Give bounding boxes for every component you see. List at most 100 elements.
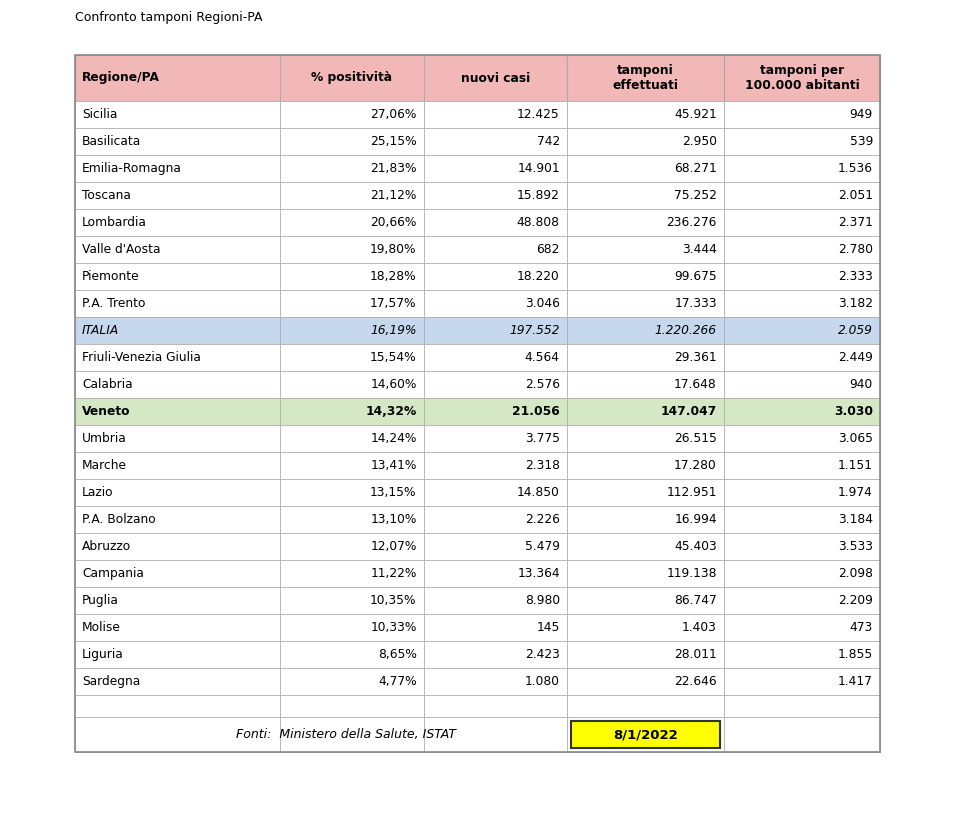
Bar [724, 506, 880, 533]
Text: Liguria: Liguria [82, 648, 123, 661]
Bar [280, 587, 424, 614]
Bar [567, 101, 724, 128]
Text: 45.921: 45.921 [674, 108, 717, 121]
Bar [567, 236, 724, 263]
Bar [280, 560, 424, 587]
Bar [75, 371, 280, 398]
Bar [424, 641, 567, 668]
Text: Emilia-Romagna: Emilia-Romagna [82, 162, 182, 175]
Text: 13,41%: 13,41% [370, 459, 417, 472]
Bar [424, 425, 567, 452]
Bar [567, 425, 724, 452]
Text: Abruzzo: Abruzzo [82, 540, 131, 553]
Bar [724, 155, 880, 182]
Bar [724, 263, 880, 290]
Bar [75, 533, 280, 560]
Text: 12.425: 12.425 [517, 108, 560, 121]
Bar [75, 101, 280, 128]
Text: 1.855: 1.855 [837, 648, 873, 661]
Bar [424, 506, 567, 533]
Bar [75, 641, 280, 668]
Text: 10,33%: 10,33% [370, 621, 417, 634]
Text: 75.252: 75.252 [674, 189, 717, 202]
Bar [424, 717, 567, 752]
Text: 3.184: 3.184 [838, 513, 873, 526]
Text: 1.536: 1.536 [838, 162, 873, 175]
Bar [75, 290, 280, 317]
Bar [567, 128, 724, 155]
Text: 29.361: 29.361 [674, 351, 717, 364]
Text: 21,83%: 21,83% [370, 162, 417, 175]
Text: 45.403: 45.403 [674, 540, 717, 553]
Bar [424, 317, 567, 344]
Bar [724, 560, 880, 587]
Bar [75, 452, 280, 479]
Bar [424, 290, 567, 317]
Bar [424, 128, 567, 155]
Bar [724, 425, 880, 452]
Bar [75, 560, 280, 587]
Text: 11,22%: 11,22% [370, 567, 417, 580]
Bar [424, 344, 567, 371]
Bar [567, 371, 724, 398]
Bar [280, 182, 424, 209]
Text: P.A. Bolzano: P.A. Bolzano [82, 513, 156, 526]
Bar [280, 209, 424, 236]
Text: 197.552: 197.552 [510, 324, 560, 337]
Text: Veneto: Veneto [82, 405, 131, 418]
Bar [724, 371, 880, 398]
Text: 19,80%: 19,80% [370, 243, 417, 256]
Bar [280, 695, 424, 717]
Bar [280, 641, 424, 668]
Text: 682: 682 [536, 243, 560, 256]
Bar [75, 717, 280, 752]
Text: 21.056: 21.056 [512, 405, 560, 418]
Text: 15,54%: 15,54% [370, 351, 417, 364]
Text: 3.775: 3.775 [525, 432, 560, 445]
Bar [280, 398, 424, 425]
Text: Piemonte: Piemonte [82, 270, 140, 283]
Bar [424, 209, 567, 236]
Bar [724, 101, 880, 128]
Bar [567, 533, 724, 560]
Bar [567, 695, 724, 717]
Bar [75, 344, 280, 371]
Text: Marche: Marche [82, 459, 127, 472]
Text: Sicilia: Sicilia [82, 108, 118, 121]
Text: 3.046: 3.046 [525, 297, 560, 310]
Bar [724, 398, 880, 425]
Text: 3.533: 3.533 [838, 540, 873, 553]
Text: 119.138: 119.138 [666, 567, 717, 580]
Bar [724, 317, 880, 344]
Text: 18,28%: 18,28% [370, 270, 417, 283]
Text: 1.220.266: 1.220.266 [655, 324, 717, 337]
Text: 2.423: 2.423 [525, 648, 560, 661]
Text: 3.182: 3.182 [838, 297, 873, 310]
Text: 147.047: 147.047 [661, 405, 717, 418]
Text: 16.994: 16.994 [674, 513, 717, 526]
Text: 2.576: 2.576 [525, 378, 560, 391]
Text: Lazio: Lazio [82, 486, 114, 499]
Text: 1.403: 1.403 [682, 621, 717, 634]
Text: Friuli-Venezia Giulia: Friuli-Venezia Giulia [82, 351, 201, 364]
Text: 2.209: 2.209 [838, 594, 873, 607]
Text: 8.980: 8.980 [525, 594, 560, 607]
Bar [280, 263, 424, 290]
Bar [567, 479, 724, 506]
Bar [424, 479, 567, 506]
Bar [280, 717, 424, 752]
Bar [280, 155, 424, 182]
Bar [724, 587, 880, 614]
Text: 14,60%: 14,60% [370, 378, 417, 391]
Bar [75, 182, 280, 209]
Text: 20,66%: 20,66% [370, 216, 417, 229]
Bar [567, 614, 724, 641]
Bar [280, 452, 424, 479]
Bar [724, 641, 880, 668]
Bar [567, 182, 724, 209]
Bar [424, 263, 567, 290]
Bar [724, 236, 880, 263]
Text: Calabria: Calabria [82, 378, 133, 391]
Bar [567, 452, 724, 479]
Bar [280, 344, 424, 371]
